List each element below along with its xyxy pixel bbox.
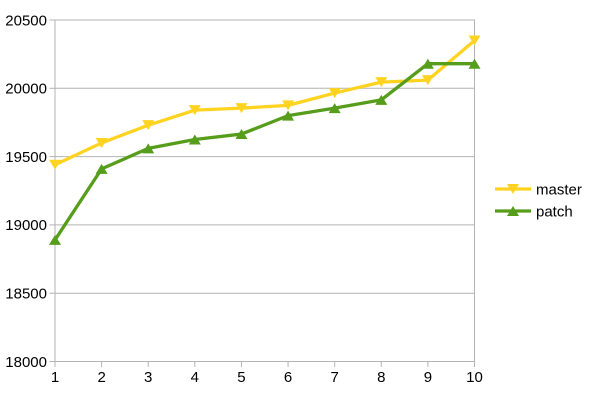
- gridlines: [55, 19, 475, 362]
- y-axis-label: 18500: [5, 285, 47, 302]
- marker-patch-1: [49, 234, 61, 245]
- marker-master-4: [188, 105, 201, 116]
- marker-master-5: [235, 103, 248, 114]
- y-axis-label: 18000: [5, 354, 47, 371]
- plot-frame: [54, 19, 475, 362]
- marker-patch-7: [328, 103, 341, 114]
- marker-patch-5: [235, 129, 248, 140]
- marker-master-10: [468, 35, 481, 46]
- legend-item-master: master: [495, 181, 582, 198]
- marker-patch-10: [468, 58, 481, 69]
- data-series: [49, 35, 481, 245]
- y-axis-label: 19000: [5, 217, 47, 234]
- series-line-patch: [53, 62, 475, 241]
- marker-patch-9: [421, 58, 434, 69]
- marker-patch-8: [375, 94, 388, 105]
- marker-patch-4: [188, 134, 201, 145]
- plot-border: [54, 19, 475, 362]
- x-axis-label: 6: [284, 369, 292, 386]
- marker-master-1: [49, 159, 61, 170]
- marker-master-8: [375, 77, 388, 88]
- legend-marker-patch: [507, 206, 519, 216]
- marker-patch-6: [282, 110, 295, 121]
- y-axis-label: 20500: [5, 12, 47, 29]
- marker-master-2: [95, 137, 108, 148]
- x-axis-label: 3: [144, 369, 152, 386]
- axes: 18000 18500 19000 19500 20000 20500 1 2 3 4 5 6 7 8 9 1…: [5, 12, 483, 386]
- marker-master-7: [328, 88, 341, 99]
- marker-patch-3: [142, 143, 155, 154]
- marker-master-9: [421, 75, 434, 86]
- x-axis-label: 5: [237, 369, 245, 386]
- x-axis-label: 9: [424, 369, 432, 386]
- x-axis-label: 7: [330, 369, 338, 386]
- x-axis-label: 4: [191, 369, 199, 386]
- marker-patch-2: [95, 163, 108, 174]
- marker-master-3: [142, 120, 155, 131]
- x-axis-label: 2: [97, 369, 105, 386]
- series-line-master: [54, 39, 476, 167]
- x-axis-label: 1: [51, 369, 59, 386]
- legend: master patch: [495, 181, 582, 220]
- legend-label-patch: patch: [536, 203, 573, 220]
- legend-marker-master: [507, 184, 519, 194]
- x-axis-label: 8: [377, 369, 385, 386]
- legend-item-patch: patch: [495, 203, 573, 220]
- y-axis-label: 19500: [5, 149, 47, 166]
- legend-label-master: master: [536, 181, 582, 198]
- x-axis-label: 10: [466, 369, 483, 386]
- marker-master-6: [282, 100, 295, 111]
- y-axis-label: 20000: [5, 81, 47, 98]
